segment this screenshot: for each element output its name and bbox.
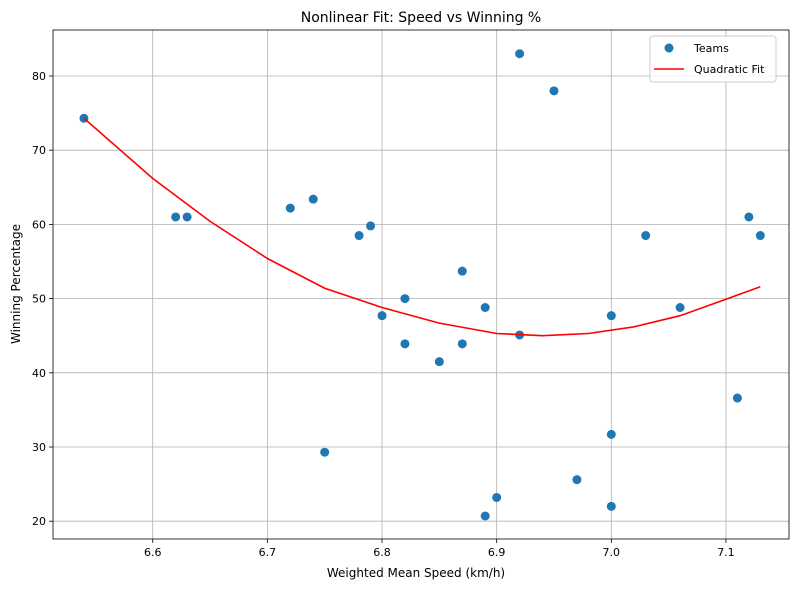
x-tick-label: 6.6 <box>144 546 162 559</box>
team-point <box>320 447 330 457</box>
team-point <box>308 194 318 204</box>
legend-label-teams: Teams <box>693 42 729 55</box>
team-point <box>366 221 376 231</box>
y-tick-label: 30 <box>32 441 46 454</box>
team-point <box>354 231 364 241</box>
quadratic-fit-line <box>83 117 761 337</box>
y-axis-label: Winning Percentage <box>9 224 23 344</box>
x-axis-ticks: 6.6 6.7 6.8 6.9 7.0 7.1 <box>144 539 735 559</box>
team-point <box>492 492 502 502</box>
legend-label-quadratic-fit: Quadratic Fit <box>694 63 765 76</box>
team-point <box>606 429 616 439</box>
y-tick-label: 50 <box>32 293 46 306</box>
team-point <box>182 212 192 222</box>
legend-box <box>649 35 777 83</box>
team-point <box>457 339 467 349</box>
quadratic-fit-path <box>83 117 761 337</box>
team-point <box>515 49 525 59</box>
team-point <box>732 393 742 403</box>
team-point <box>400 294 410 304</box>
y-tick-label: 40 <box>32 367 46 380</box>
x-tick-label: 7.0 <box>603 546 621 559</box>
team-point <box>606 501 616 511</box>
team-point <box>171 212 181 222</box>
team-point <box>285 203 295 213</box>
team-point <box>457 266 467 276</box>
x-tick-label: 6.7 <box>259 546 277 559</box>
chart-title: Nonlinear Fit: Speed vs Winning % <box>301 10 541 26</box>
team-point <box>755 231 765 241</box>
grid-lines <box>53 30 789 539</box>
legend-marker-teams <box>664 43 674 53</box>
x-tick-label: 7.1 <box>717 546 735 559</box>
team-point <box>434 357 444 367</box>
y-tick-label: 60 <box>32 218 46 231</box>
team-point <box>606 311 616 321</box>
legend: Teams Quadratic Fit <box>649 35 777 83</box>
team-point <box>480 303 490 313</box>
team-point <box>377 311 387 321</box>
team-point <box>480 511 490 521</box>
plot-frame <box>52 29 790 540</box>
team-point <box>675 303 685 313</box>
x-axis-label: Weighted Mean Speed (km/h) <box>327 566 505 580</box>
x-tick-label: 6.8 <box>373 546 391 559</box>
y-tick-label: 70 <box>32 144 46 157</box>
y-axis-ticks: 20 30 40 50 60 70 80 <box>32 70 53 528</box>
team-point <box>572 475 582 485</box>
team-point <box>400 339 410 349</box>
y-tick-label: 80 <box>32 70 46 83</box>
teams-scatter-points <box>79 49 765 521</box>
team-point <box>641 231 651 241</box>
x-tick-label: 6.9 <box>488 546 506 559</box>
y-tick-label: 20 <box>32 515 46 528</box>
team-point <box>744 212 754 222</box>
team-point <box>549 86 559 96</box>
